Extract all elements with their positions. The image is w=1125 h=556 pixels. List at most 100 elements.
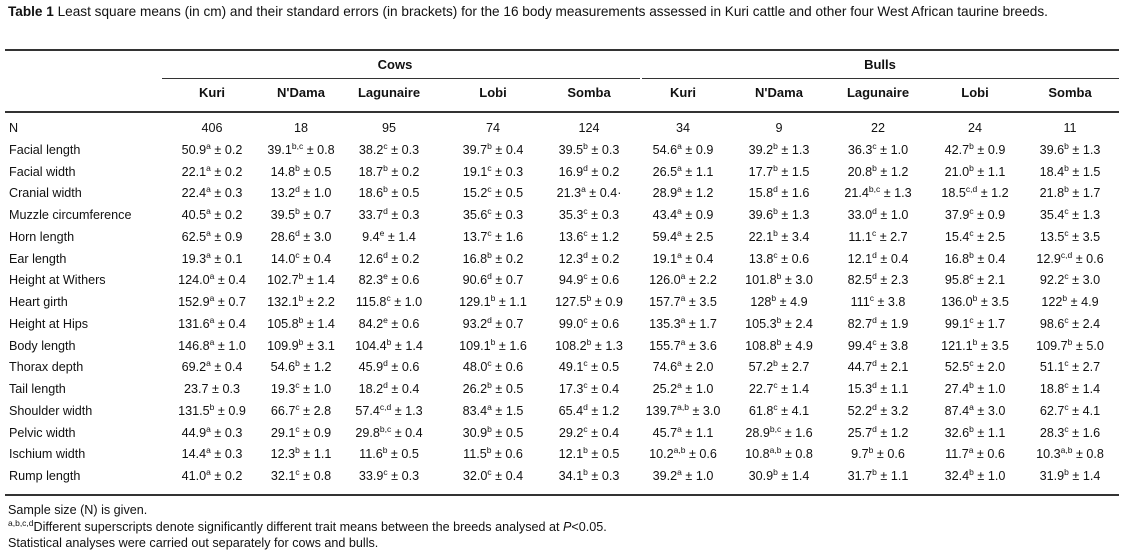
cell-mean: 32.0 <box>462 469 488 483</box>
table-cell: 95.8c ± 2.1 <box>930 272 1020 287</box>
table-cell: 32.6b ± 1.1 <box>930 424 1020 439</box>
table-cell: 126.0a ± 2.2 <box>638 272 728 287</box>
cell-superscript: b <box>773 227 778 238</box>
table-row: Ischium width 14.4a ± 0.3 12.3b ± 1.1 11.6b… <box>0 445 1125 469</box>
cell-superscript: d <box>383 379 388 390</box>
table-caption: Table 1 Least square means (in cm) and t… <box>8 2 1118 21</box>
cell-superscript: c <box>295 249 300 260</box>
cell-standard-error: ± 3.0 <box>688 403 721 418</box>
cell-mean: 41.0 <box>181 469 207 483</box>
cell-superscript: b,c <box>769 423 782 434</box>
table-row: Ear length 19.3a ± 0.1 14.0c ± 0.4 12.6d ± … <box>0 249 1125 274</box>
row-label: Horn length <box>9 229 75 244</box>
cell-standard-error: ± 0.4 <box>973 251 1006 266</box>
cell-standard-error: ± 0.6 <box>491 447 523 462</box>
cell-mean: 139.7 <box>645 403 678 418</box>
cell-superscript: c,d <box>965 184 978 195</box>
cell-standard-error: ± 0.9 <box>210 229 243 244</box>
table-row: Facial length 50.9a ± 0.2 39.1b,c ± 0.8 38.… <box>0 141 1125 165</box>
cell-standard-error: ± 1.5 <box>491 403 524 418</box>
cell-superscript: c <box>1064 423 1069 434</box>
cell-mean: 13.8 <box>748 251 774 266</box>
cell-superscript: a <box>969 401 974 412</box>
row-label: Facial width <box>9 164 76 179</box>
cell-standard-error: ± 1.1 <box>495 295 527 309</box>
cell-superscript: a,b <box>673 445 686 456</box>
table-cell: 12.3d ± 0.2 <box>544 250 634 265</box>
cell-mean: 42.7 <box>944 142 970 157</box>
cell-mean: 28.9 <box>652 186 678 201</box>
cell-standard-error: ± 1.2 <box>876 164 909 179</box>
cell-mean: 48.0 <box>462 360 488 375</box>
table-cell: 139.7a,b ± 3.0 <box>638 401 728 418</box>
cell-mean: 135.3 <box>649 316 681 331</box>
cell-mean: 38.2 <box>358 142 384 157</box>
cell-standard-error: ± 2.8 <box>299 403 332 418</box>
cell-standard-error: ± 0.5 <box>299 164 332 179</box>
cell-mean: 29.1 <box>270 425 296 440</box>
cell-mean: 44.7 <box>847 360 873 375</box>
cell-superscript: c <box>386 292 391 303</box>
cell-mean: 109.1 <box>459 338 491 353</box>
cell-superscript: c <box>1064 227 1069 238</box>
cell-superscript: a <box>677 205 682 216</box>
cell-mean: 124.0 <box>178 273 210 288</box>
cell-superscript: d <box>872 249 877 260</box>
cell-mean: 11.6 <box>359 447 383 462</box>
cell-standard-error: ± 1.3 <box>591 338 623 353</box>
table-row: Horn length 62.5a ± 0.9 28.6d ± 3.0 9.4e ± … <box>0 227 1125 252</box>
table-cell: 101.8b ± 3.0 <box>734 272 824 288</box>
cell-standard-error: ± 0.2 <box>491 251 524 266</box>
cell-standard-error: ± 0.3 <box>587 208 620 222</box>
table-row: Tail length 23.7 ± 0.3 19.3c ± 1.0 18.2d ± … <box>0 379 1125 404</box>
cell-superscript: c <box>295 379 300 390</box>
cell-standard-error: ± 1.0 <box>876 142 909 157</box>
table-cell: 25.2a ± 1.0 <box>638 381 728 396</box>
table-cell: 105.3b ± 2.4 <box>734 315 824 330</box>
cell-mean: 39.6 <box>1039 142 1065 157</box>
cell-superscript: c <box>583 423 588 434</box>
cell-mean: 93.2 <box>462 316 488 331</box>
row-label: Tail length <box>9 382 66 396</box>
breed-header: Lobi <box>479 85 507 100</box>
cell-mean: 34 <box>675 121 690 135</box>
table-cell: 40.5a ± 0.2 <box>167 207 257 222</box>
cell-mean: 14.8 <box>270 164 296 179</box>
table-cell: 31.7b ± 1.1 <box>833 468 923 483</box>
cell-standard-error: ± 0.2 <box>210 164 243 179</box>
table-cell: 39.6b ± 1.3 <box>1025 141 1115 157</box>
cell-mean: 82.7 <box>847 316 873 331</box>
cell-mean: 20.8 <box>847 164 873 179</box>
table-cell: 18.8c ± 1.4 <box>1025 381 1115 396</box>
cell-standard-error: ± 0.6 <box>873 447 905 462</box>
table-cell: 108.8b ± 4.9 <box>734 337 824 352</box>
cell-standard-error: ± 3.0 <box>781 273 813 288</box>
table-cell: 21.0b ± 1.1 <box>930 163 1020 178</box>
table-cell: 104.4b ± 1.4 <box>344 337 434 352</box>
cell-standard-error: ± 1.6 <box>777 186 810 201</box>
table-cell: 32.1c ± 0.8 <box>256 468 346 483</box>
cell-mean: 57.4 <box>355 403 380 418</box>
table-cell: 16.9d ± 0.2 <box>544 163 634 178</box>
table-cell: 24 <box>930 121 1020 135</box>
cell-standard-error: ± 1.5 <box>1068 164 1101 179</box>
cell-mean: 99.4 <box>847 338 873 353</box>
cell-superscript: c <box>1064 205 1069 216</box>
cell-superscript: a,b <box>677 401 689 412</box>
cell-superscript: c <box>773 401 778 412</box>
cell-standard-error: ± 0.1 <box>210 251 243 266</box>
cell-standard-error: ± 0.3 <box>208 382 240 396</box>
cell-superscript: b,c <box>379 423 392 434</box>
cell-standard-error: ± 1.4 <box>1068 382 1101 396</box>
table-cell: 109.7b ± 5.0 <box>1025 337 1115 352</box>
cell-mean: 62.5 <box>181 229 207 244</box>
cell-standard-error: ± 0.4 <box>210 360 243 375</box>
table-row: Heart girth 152.9a ± 0.7 132.1b ± 2.2 115.8… <box>0 292 1125 317</box>
cell-mean: 99.0 <box>558 316 584 331</box>
cell-superscript: c <box>872 336 877 347</box>
cell-standard-error: ± 1.4 <box>777 469 810 483</box>
table-cell: 21.3a ± 0.4· <box>544 185 634 200</box>
cell-standard-error: ± 1.1 <box>299 447 332 462</box>
cell-standard-error: ± 0.6 <box>387 273 420 288</box>
cell-superscript: a <box>209 271 215 282</box>
